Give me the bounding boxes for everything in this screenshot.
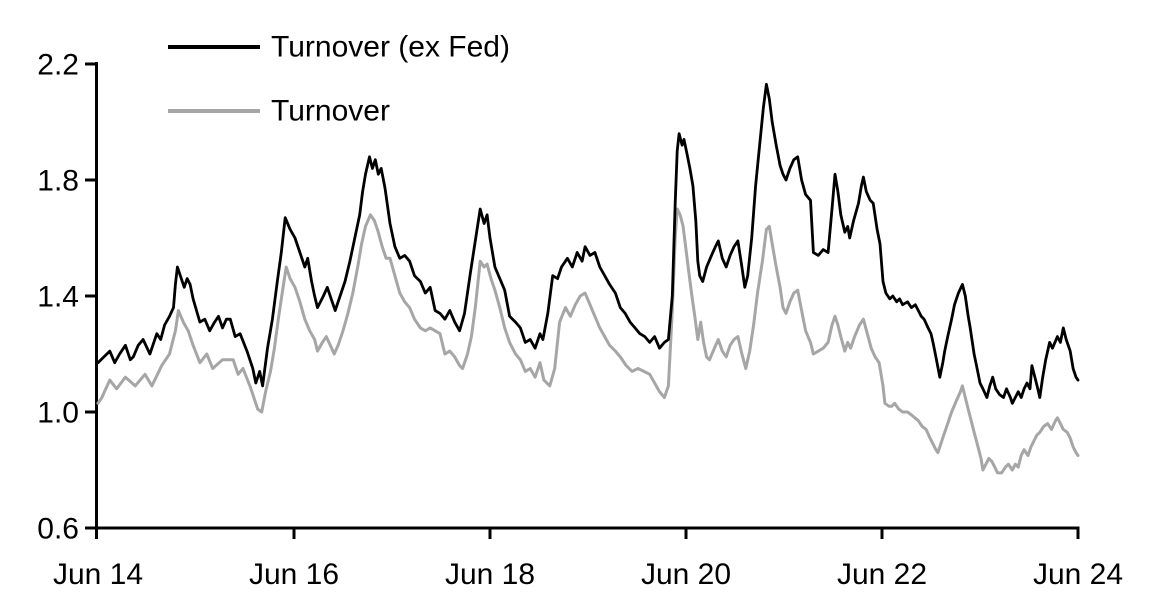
x-axis-tick-label: Jun 22 bbox=[837, 558, 927, 591]
legend-label-turnover-ex-fed: Turnover (ex Fed) bbox=[271, 31, 510, 64]
y-axis-tick-label: 0.6 bbox=[37, 513, 79, 546]
series-line-turnover bbox=[96, 207, 1080, 475]
x-axis-tick-label: Jun 14 bbox=[53, 558, 143, 591]
y-axis-tick-label: 1.0 bbox=[37, 397, 79, 430]
axes: 0.6 1.0 1.4 1.8 2.2 Jun 14 Jun 16 Jun 18 Jun 20 J… bbox=[37, 49, 1123, 592]
series-lines bbox=[96, 82, 1080, 475]
x-axis-tick-label: Jun 18 bbox=[445, 558, 535, 591]
legend: Turnover (ex Fed) Turnover bbox=[168, 31, 510, 128]
x-axis-tick-label: Jun 20 bbox=[641, 558, 731, 591]
y-axis-tick-label: 1.4 bbox=[37, 281, 79, 314]
x-axis-tick-label: Jun 16 bbox=[249, 558, 339, 591]
y-axis-tick-label: 1.8 bbox=[37, 165, 79, 198]
x-axis-tick-label: Jun 24 bbox=[1033, 558, 1123, 591]
series-line-turnover-ex-fed bbox=[96, 82, 1080, 405]
legend-label-turnover: Turnover bbox=[271, 95, 390, 128]
y-axis-tick-label: 2.2 bbox=[37, 49, 79, 82]
